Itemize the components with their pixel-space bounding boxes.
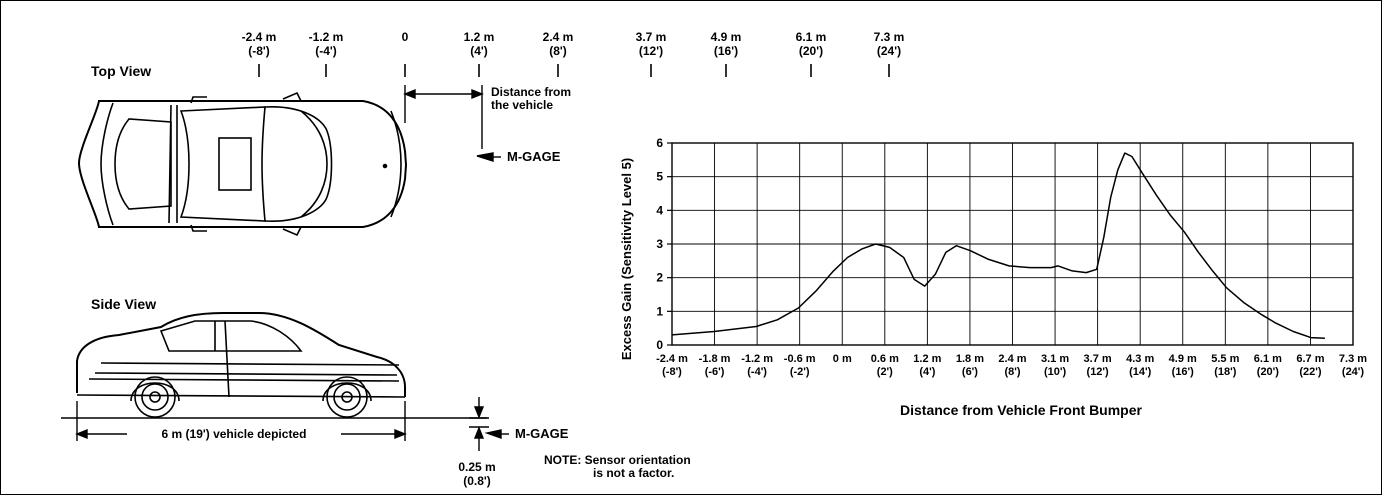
distance-indicator: [403, 85, 501, 162]
x-tick-label-ft: (-2'): [790, 366, 810, 378]
ruler-tick-m: 1.2 m: [464, 30, 495, 44]
x-tick-label-ft: (2'): [877, 366, 893, 378]
x-tick-label-ft: (-6'): [705, 366, 725, 378]
x-tick-label-ft: (22'): [1299, 366, 1322, 378]
x-axis-title: Distance from Vehicle Front Bumper: [900, 402, 1142, 418]
note-line1: NOTE: Sensor orientation: [544, 453, 691, 467]
x-tick-label: -0.6 m: [784, 353, 816, 365]
height-label-ft: (0.8'): [463, 474, 491, 488]
y-tick-label: 5: [656, 170, 663, 184]
x-tick-label-ft: (18'): [1214, 366, 1237, 378]
x-tick-label: 2.4 m: [998, 353, 1026, 365]
ruler-tick-m: 4.9 m: [711, 30, 742, 44]
x-tick-label-ft: (20'): [1257, 366, 1280, 378]
distance-label-line1: Distance from: [491, 85, 571, 99]
y-tick-label: 3: [656, 237, 663, 251]
x-tick-label-ft: (16'): [1172, 366, 1195, 378]
x-tick-label-ft: (-8'): [662, 366, 682, 378]
side-view-car: [76, 312, 406, 402]
y-axis-title: Excess Gain (Sensitivity Level 5): [619, 158, 634, 360]
top-view-car: [77, 91, 408, 237]
ruler-tick-ft: (12'): [639, 44, 663, 58]
ruler-tick-ft: (16'): [714, 44, 738, 58]
x-tick-label-ft: (10'): [1044, 366, 1067, 378]
ruler-tick-ft: (-8'): [248, 44, 270, 58]
y-tick-label: 2: [656, 271, 663, 285]
ruler-tick-m: 0: [402, 30, 409, 44]
x-tick-label: 4.3 m: [1126, 353, 1154, 365]
x-tick-label: 1.2 m: [913, 353, 941, 365]
x-tick-label-ft: (4'): [919, 366, 935, 378]
x-tick-label-ft: (12'): [1087, 366, 1110, 378]
x-tick-label: 1.8 m: [956, 353, 984, 365]
y-tick-label: 4: [656, 203, 663, 217]
x-tick-label-ft: (6'): [962, 366, 978, 378]
ruler-tick-m: 6.1 m: [796, 30, 827, 44]
x-tick-label-ft: (14'): [1129, 366, 1152, 378]
x-tick-label-ft: (8'): [1004, 366, 1020, 378]
x-tick-label: 3.7 m: [1084, 353, 1112, 365]
ruler-tick-m: -2.4 m: [242, 30, 277, 44]
x-tick-label-ft: (-4'): [747, 366, 767, 378]
ruler-tick-ft: (24'): [877, 44, 901, 58]
ruler-tick-ft: (4'): [470, 44, 488, 58]
x-tick-label-ft: (24'): [1342, 366, 1365, 378]
x-tick-label: 7.3 m: [1339, 353, 1367, 365]
side-wheel-rear: [134, 376, 176, 418]
x-tick-label: 3.1 m: [1041, 353, 1069, 365]
top-view-title: Top View: [91, 63, 151, 79]
sensor-label-top: M-GAGE: [507, 149, 561, 164]
ruler-tick-m: -1.2 m: [309, 30, 344, 44]
ruler-tick-ft: (-4'): [315, 44, 337, 58]
x-tick-label: 0.6 m: [871, 353, 899, 365]
length-indicator: [61, 401, 487, 441]
height-indicator: [469, 397, 509, 451]
side-view-title: Side View: [91, 296, 156, 312]
y-tick-label: 1: [656, 304, 663, 318]
distance-label-line2: the vehicle: [491, 98, 553, 112]
y-tick-label: 6: [656, 136, 663, 150]
ruler-tick-m: 3.7 m: [636, 30, 667, 44]
y-tick-label: 0: [656, 338, 663, 352]
sensor-label-side: M-GAGE: [515, 426, 569, 441]
x-tick-label: -2.4 m: [656, 353, 688, 365]
x-tick-label: 4.9 m: [1169, 353, 1197, 365]
x-tick-label: -1.8 m: [699, 353, 731, 365]
ruler-tick-m: 2.4 m: [543, 30, 574, 44]
note-line2: is not a factor.: [593, 466, 674, 480]
x-tick-label: 6.1 m: [1254, 353, 1282, 365]
x-tick-label: -1.2 m: [741, 353, 773, 365]
height-label-m: 0.25 m: [458, 460, 495, 474]
x-tick-label: 0 m: [833, 353, 852, 365]
excess-gain-chart: 0 1 2 3 4 5 6 -2.4 m(-8') -1.8 m(-6') -1.2 m(-4')…: [656, 136, 1367, 378]
x-tick-label: 6.7 m: [1296, 353, 1324, 365]
gain-curve-line: [671, 152, 1325, 340]
x-tick-label: 5.5 m: [1211, 353, 1239, 365]
top-ruler: -2.4 m(-8') -1.2 m(-4') 0 1.2 m(4') 2.4 m(8'…: [242, 30, 905, 77]
vehicle-length-label: 6 m (19') vehicle depicted: [162, 427, 307, 441]
ruler-tick-ft: (8'): [549, 44, 567, 58]
ruler-tick-ft: (20'): [799, 44, 823, 58]
ruler-tick-m: 7.3 m: [874, 30, 905, 44]
side-wheel-front: [326, 376, 368, 418]
